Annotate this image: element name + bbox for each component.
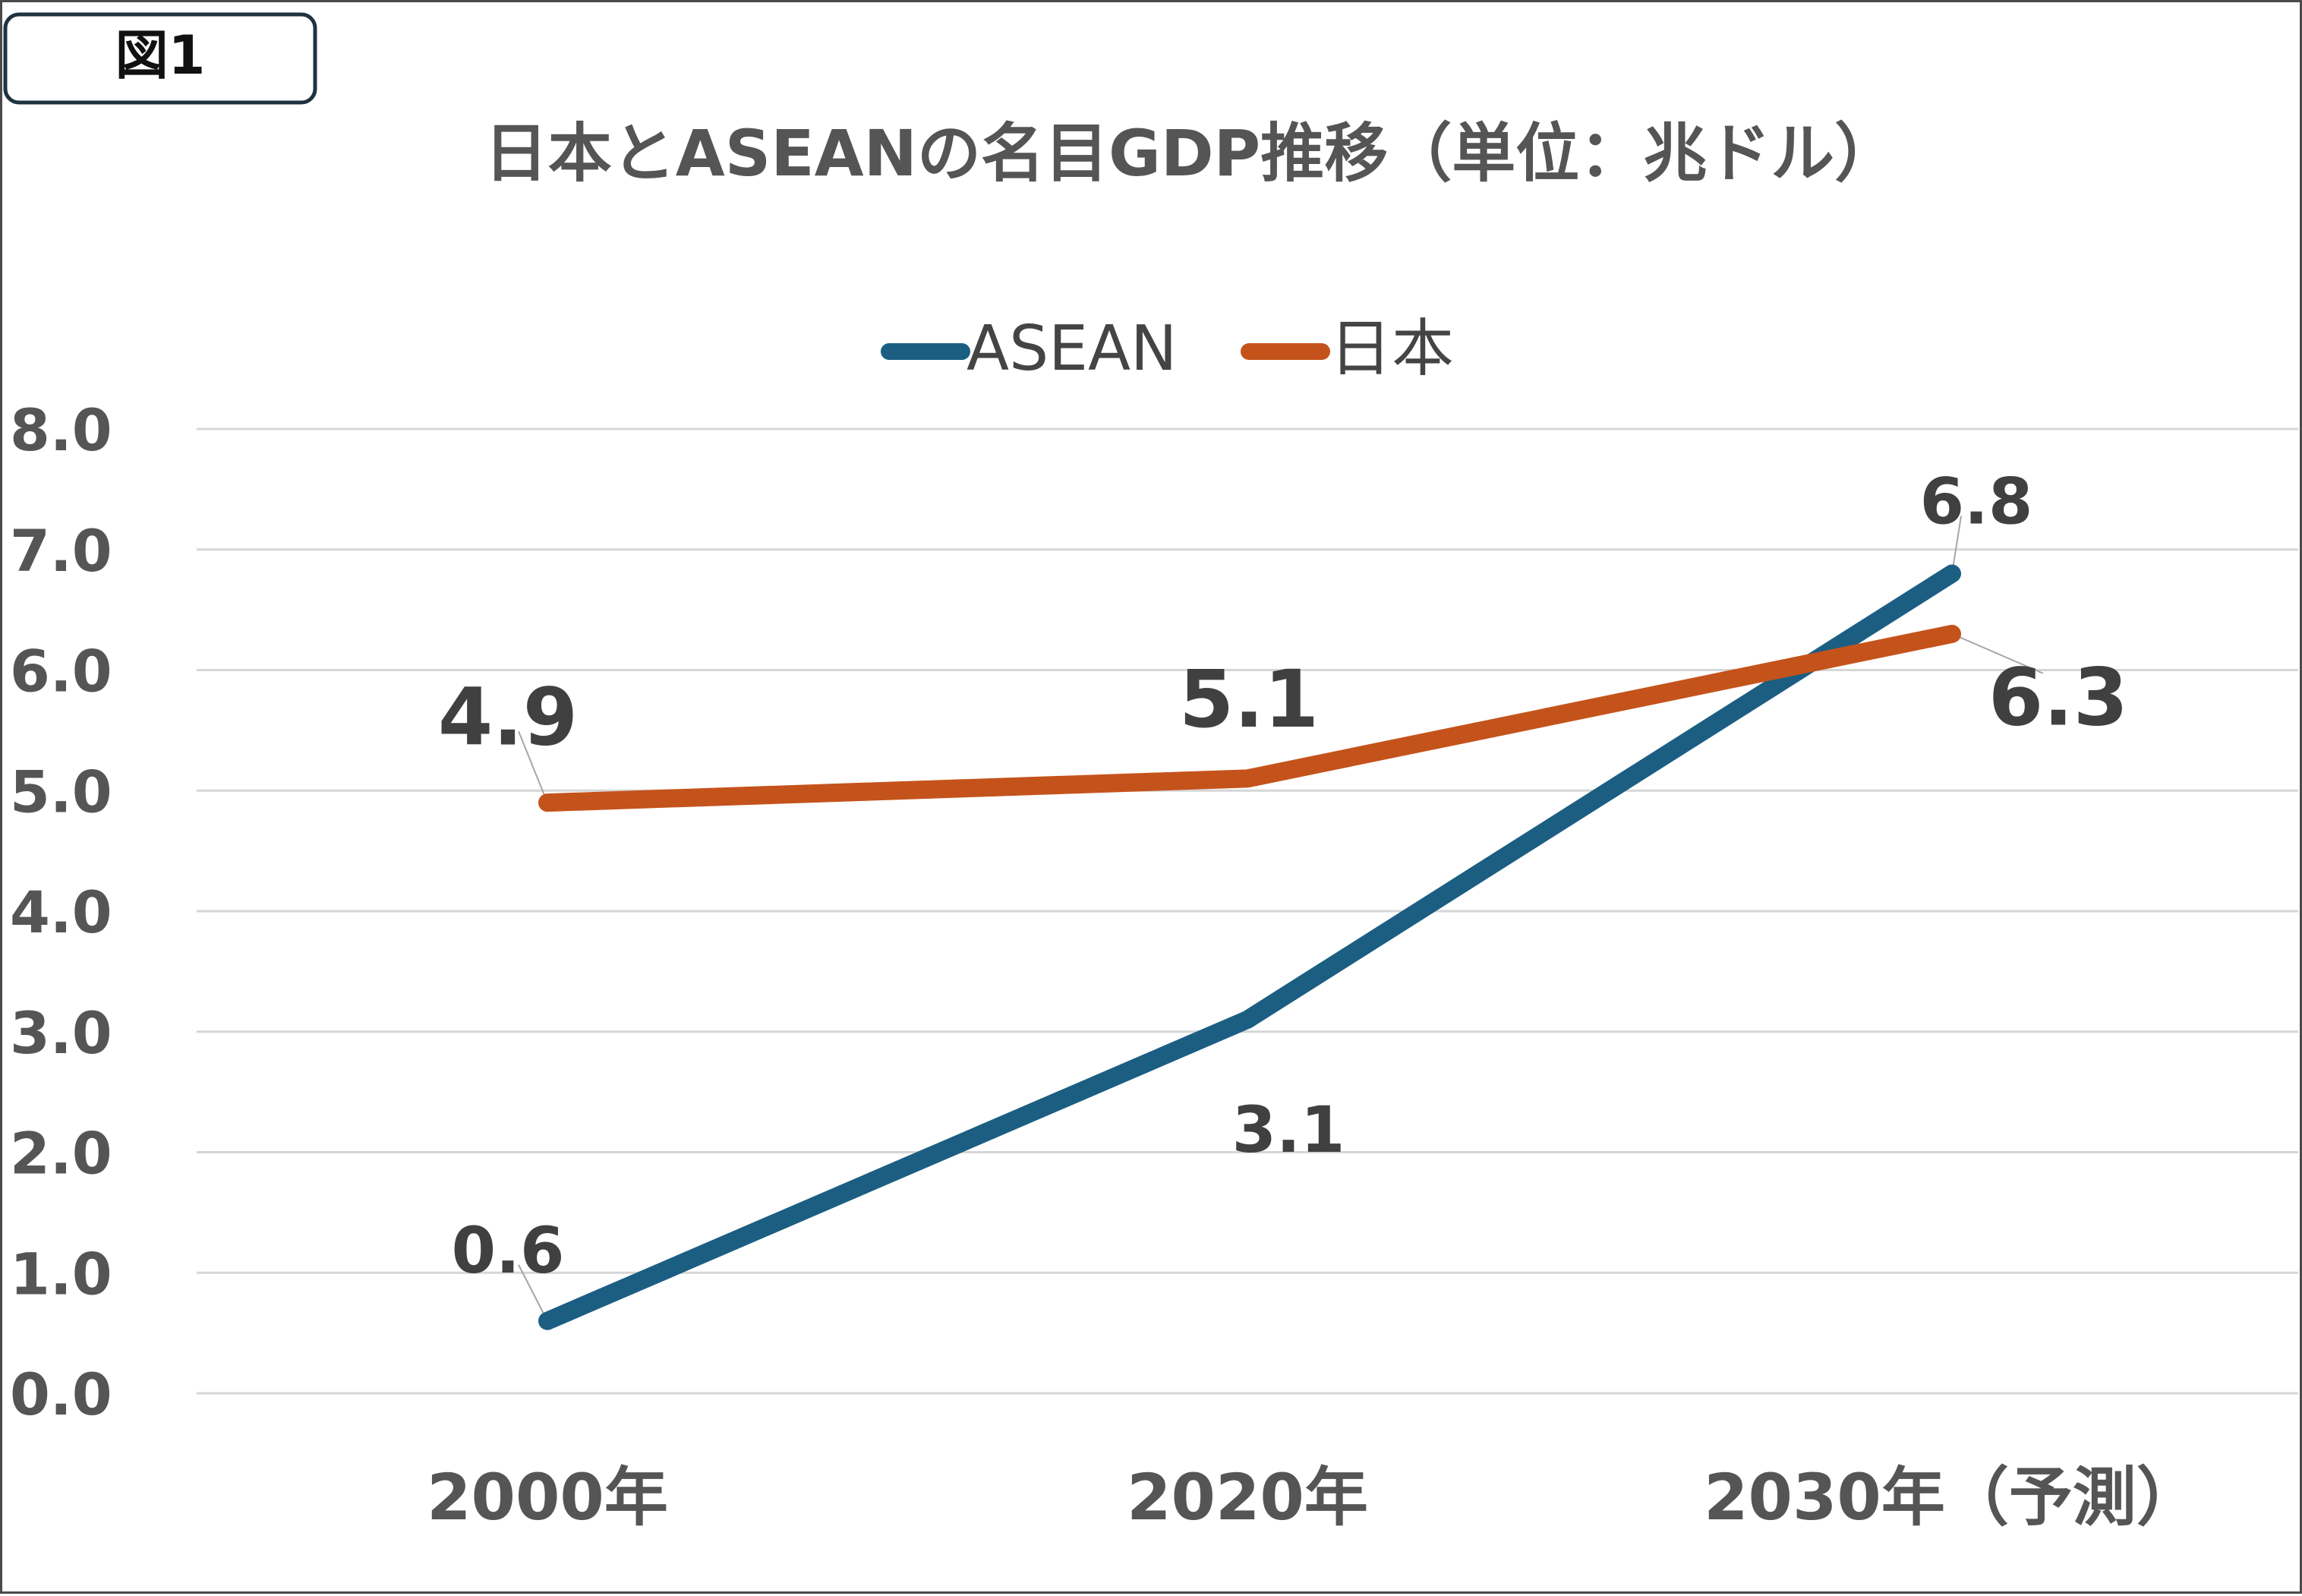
data-label-leader (518, 730, 548, 803)
data-label-leader (518, 1264, 548, 1322)
series-line-japan (538, 624, 1961, 812)
series-line-asean (538, 564, 1961, 1330)
data-label: 6.3 (1988, 651, 2128, 743)
x-axis: 2000年 2020年 2030年（予測） (427, 1460, 2200, 1534)
data-label: 0.6 (452, 1213, 565, 1288)
y-tick-label: 6.0 (10, 638, 112, 705)
y-tick-label: 2.0 (10, 1120, 112, 1188)
gridlines (197, 427, 2298, 1395)
data-label-leader (1951, 632, 2044, 674)
legend: ASEAN 日本 (881, 313, 1454, 385)
y-tick-label: 7.0 (10, 517, 112, 585)
chart-title: 日本とASEANの名目GDP推移（単位：兆ドル） (484, 116, 1898, 191)
x-tick-label: 2000年 (427, 1460, 668, 1534)
y-tick-label: 3.0 (10, 999, 112, 1067)
data-label: 4.9 (438, 671, 578, 764)
figure-label: 図1 (115, 24, 206, 87)
y-tick-label: 4.0 (10, 878, 112, 946)
figure-label-box (3, 12, 317, 105)
y-tick-label: 5.0 (10, 758, 112, 825)
legend-label-japan: 日本 (1329, 313, 1454, 385)
legend-label-asean: ASEAN (967, 313, 1177, 385)
x-tick-label: 2020年 (1127, 1460, 1368, 1534)
data-label-leader (1951, 516, 1962, 574)
y-axis: 0.0 1.0 2.0 3.0 4.0 5.0 6.0 7.0 8.0 (10, 396, 112, 1428)
x-tick-label: 2030年（予測） (1704, 1460, 2200, 1534)
series-lines (538, 564, 1961, 1330)
data-labels: 0.6 3.1 6.8 4.9 5.1 6.3 (438, 465, 2128, 1288)
data-label-leaders (518, 516, 2044, 1322)
data-label: 3.1 (1232, 1093, 1345, 1167)
data-label: 5.1 (1179, 653, 1319, 746)
y-tick-label: 8.0 (10, 396, 112, 464)
data-label: 6.8 (1920, 465, 2033, 539)
y-tick-label: 0.0 (10, 1361, 112, 1428)
y-tick-label: 1.0 (10, 1240, 112, 1307)
